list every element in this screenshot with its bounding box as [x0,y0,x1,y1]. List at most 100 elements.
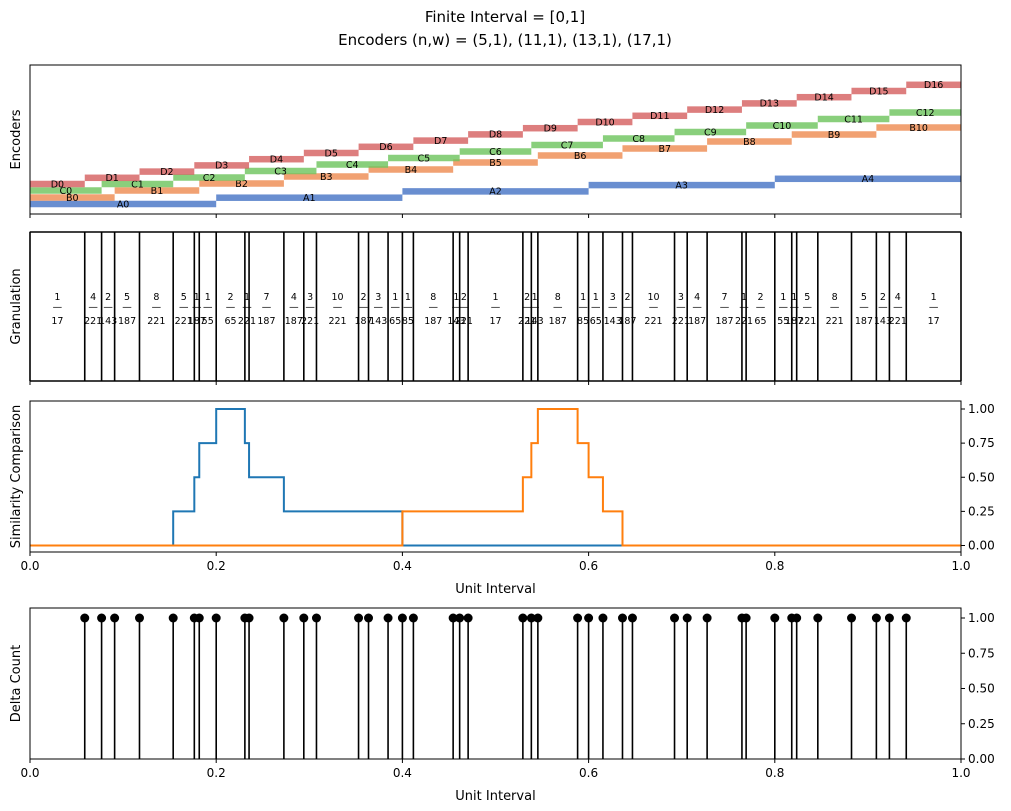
delta-marker [383,613,393,623]
granule-width-denominator: 221 [301,316,319,327]
delta-xtick-label: 0.2 [207,766,226,780]
granule-width-numerator: 5 [124,292,130,303]
granule-width-numerator: 2 [524,292,530,303]
granule-width-bar: — [623,302,633,313]
granule-width-bar: — [929,302,939,313]
encoder-bucket [244,167,317,175]
encoder-bucket [746,122,818,129]
figure-title-line2: Encoders (n,w) = (5,1), (11,1), (13,1), … [338,31,672,49]
delta-xtick-label: 0.4 [393,766,412,780]
encoder-bucket [30,180,85,188]
similarity-ytick-label: 0.25 [968,504,995,518]
granule-width-numerator: 2 [624,292,630,303]
granulation-panel: 1—174—2212—1435—1878—2215—2211—1871—552—… [9,231,962,385]
granule-width-denominator: 221 [644,316,662,327]
encoder-bucket-label: C3 [274,166,287,177]
granule-width-numerator: 1 [194,292,200,303]
encoder-bucket-label: A4 [862,174,875,185]
granule-width-denominator: 65 [389,316,401,327]
granule-width-bar: — [692,302,702,313]
granule-width-numerator: 4 [895,292,901,303]
encoder-bucket-label: D15 [869,86,888,97]
delta-marker [134,613,144,623]
granule-width-denominator: 143 [447,316,465,327]
granule-width-denominator: 143 [526,316,544,327]
granule-width-denominator: 187 [715,316,733,327]
encoder-bucket [889,109,961,116]
delta-marker [397,613,407,623]
granule-width-numerator: 1 [791,292,797,303]
granule-width-denominator: 85 [577,316,589,327]
encoder-bucket-label: A0 [117,199,130,210]
granule-width-bar: — [802,302,812,313]
encoder-bucket [249,155,304,163]
granule-width-numerator: 5 [804,292,810,303]
delta-xtick-label: 0.0 [20,766,39,780]
granule-width-denominator: 221 [798,316,816,327]
granule-width-bar: — [878,302,888,313]
granule-width-numerator: 1 [780,292,786,303]
similarity-frame [29,400,962,553]
granule-width-bar: — [53,302,63,313]
delta-marker [901,613,911,623]
encoder-bucket [468,131,523,138]
granule-width-numerator: 1 [244,292,250,303]
granule-width-bar: — [333,302,343,313]
granule-width-bar: — [779,302,789,313]
encoder-bucket-label: D4 [270,155,283,166]
granule-width-denominator: 221 [238,316,256,327]
similarity-ytick-label: 0.75 [968,436,995,450]
encoder-bucket [30,187,102,194]
delta-marker [871,613,881,623]
encoder-bucket [588,181,775,189]
similarity-xlabel: Unit Interval [455,582,535,597]
encoder-bucket [199,180,284,187]
granule-width-denominator: 221 [889,316,907,327]
encoder-bucket [84,174,140,182]
delta-marker [311,613,321,623]
granule-width-bar: — [103,302,113,313]
granule-width-bar: — [88,302,98,313]
granule-width-bar: — [830,302,840,313]
granule-width-denominator: 187 [855,316,873,327]
similarity-xtick-label: 0.0 [20,559,39,573]
granule-width-numerator: 1 [492,292,498,303]
similarity-ytick-label: 1.00 [968,402,995,416]
granule-width-bar: — [429,302,439,313]
granulation-ylabel: Granulation [9,268,24,344]
encoder-bucket [876,124,961,131]
granule-width-numerator: 4 [90,292,96,303]
granule-width-bar: — [152,302,162,313]
granule-width-bar: — [305,302,315,313]
granule-width-numerator: 1 [54,292,60,303]
encoder-bucket-label: D1 [105,173,118,184]
encoder-bucket-label: A1 [303,193,316,204]
encoder-bucket-label: D10 [595,117,614,128]
encoders-panel: A0 A1 A2 A3 A4 B0 B1 B2 B3 B4 B5 B6 B7 B8 B9 B10 C0 C1 C2 C… [9,64,962,218]
encoder-bucket [622,145,708,152]
granule-width-denominator: 221 [518,316,536,327]
granule-width-bar: — [893,302,903,313]
granule-width-denominator: 65 [754,316,766,327]
granule-width-denominator: 187 [785,316,803,327]
similarity-xtick-label: 0.8 [765,559,784,573]
encoder-bucket [139,168,195,175]
encoder-bucket [459,148,532,155]
delta-marker [792,613,802,623]
granule-width-numerator: 8 [832,292,838,303]
delta-xtick-label: 0.8 [765,766,784,780]
granule-width-denominator: 143 [604,316,622,327]
encoder-bucket-label: B10 [909,123,928,134]
granule-width-denominator: 221 [328,316,346,327]
granule-width-denominator: 143 [874,316,892,327]
encoder-bucket-label: C5 [418,153,431,164]
granule-width-bar: — [242,302,252,313]
encoder-bucket [388,154,460,162]
delta-marker [682,613,692,623]
encoder-bucket [402,188,589,195]
granule-width-denominator: 187 [424,316,442,327]
delta-marker [533,613,543,623]
granule-width-numerator: 2 [361,292,367,303]
encoder-bucket-label: C10 [773,121,792,132]
delta-marker [884,613,894,623]
